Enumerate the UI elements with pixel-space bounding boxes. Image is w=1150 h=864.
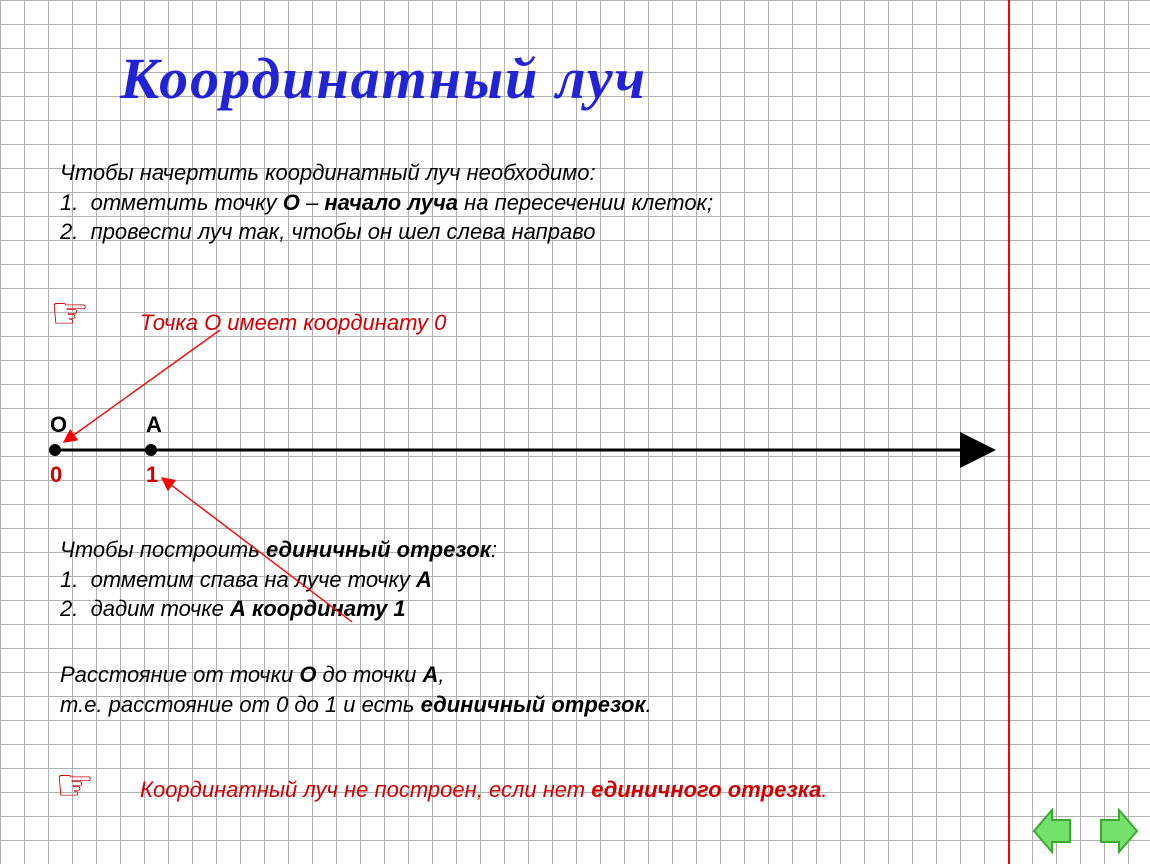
section3: Расстояние от точки О до точки А, т.е. р… xyxy=(60,660,652,719)
s1-item1-mid: – xyxy=(300,190,324,215)
s3-l1-b1: О xyxy=(299,662,316,687)
s3-l1-b2: А xyxy=(423,662,439,687)
s1-item2-num: 2. xyxy=(60,219,78,244)
s2-item2-midbold: А xyxy=(230,596,246,621)
s1-item1-pre: отметить точку xyxy=(91,190,283,215)
s1-item1-num: 1. xyxy=(60,190,78,215)
s1-item1-b2: начало луча xyxy=(324,190,458,215)
section1: Чтобы начертить координатный луч необход… xyxy=(60,158,713,247)
s3-l1-pre: Расстояние от точки xyxy=(60,662,299,687)
note2-pre: Координатный луч не построен, если нет xyxy=(140,777,591,802)
s3-l2-bold: единичный отрезок xyxy=(421,692,646,717)
section2: Чтобы построить единичный отрезок: 1. от… xyxy=(60,535,497,624)
s3-l1-mid: до точки xyxy=(316,662,422,687)
note2: Координатный луч не построен, если нет е… xyxy=(140,775,827,805)
s2-item1-pre: отметим спава на луче точку xyxy=(91,567,416,592)
nav-next-button[interactable] xyxy=(1095,808,1141,854)
s2-intro-pre: Чтобы построить xyxy=(60,537,266,562)
s3-l1-post: , xyxy=(438,662,444,687)
s1-item1-post: на пересечении клеток; xyxy=(458,190,713,215)
nav-prev-button[interactable] xyxy=(1030,808,1076,854)
page-title: Координатный луч xyxy=(120,45,647,112)
s2-item2-num: 2. xyxy=(60,596,78,621)
hand-icon: ☞ xyxy=(55,760,94,811)
s3-l2-pre: т.е. расстояние от 0 до 1 и есть xyxy=(60,692,421,717)
s1-item1-b1: О xyxy=(283,190,300,215)
hand-icon: ☞ xyxy=(50,288,89,339)
s2-intro-post: : xyxy=(491,537,497,562)
margin-line xyxy=(1008,0,1010,864)
note2-post: . xyxy=(821,777,827,802)
s2-item2-pre: дадим точке xyxy=(91,596,230,621)
section1-intro: Чтобы начертить координатный луч необход… xyxy=(60,160,596,185)
s2-item1-bold: А xyxy=(416,567,432,592)
s2-item1-num: 1. xyxy=(60,567,78,592)
s1-item2-text: провести луч так, чтобы он шел слева нап… xyxy=(91,219,596,244)
note2-bold: единичного отрезка xyxy=(591,777,821,802)
note1-text: Точка О имеет координату 0 xyxy=(140,310,446,335)
grid-background xyxy=(0,0,1150,864)
s3-l2-post: . xyxy=(646,692,652,717)
note1: Точка О имеет координату 0 xyxy=(140,308,446,338)
s2-intro-bold: единичный отрезок xyxy=(266,537,491,562)
s2-item2-tailbold: координату 1 xyxy=(252,596,406,621)
